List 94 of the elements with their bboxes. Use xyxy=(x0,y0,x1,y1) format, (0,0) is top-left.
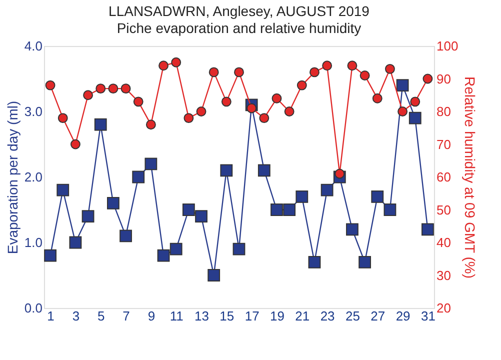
point xyxy=(132,170,145,184)
point xyxy=(272,93,282,104)
x-tick-label: 31 xyxy=(420,308,436,324)
point xyxy=(422,74,433,84)
point xyxy=(270,204,283,216)
point xyxy=(184,113,194,124)
point xyxy=(196,106,206,116)
point xyxy=(120,84,131,94)
point xyxy=(58,113,68,124)
y2-tick-label: 70 xyxy=(436,136,451,152)
point xyxy=(171,57,182,68)
y2-tick-label: 90 xyxy=(436,71,451,86)
point xyxy=(396,79,409,92)
y2-axis-title: Relative humidity at 09 GMT (%) xyxy=(462,76,478,279)
point xyxy=(158,60,168,71)
point xyxy=(246,103,257,114)
point xyxy=(372,93,382,104)
point xyxy=(146,120,156,130)
chart-subtitle: Piche evaporation and relative humidity xyxy=(116,20,362,36)
x-tick-label: 9 xyxy=(148,308,156,324)
y2-tick-label: 40 xyxy=(436,235,451,250)
point xyxy=(120,230,132,242)
y2-tick-label: 80 xyxy=(436,104,451,119)
y2-tick-label: 20 xyxy=(436,300,451,316)
chart-title: LLANSADWRN, Anglesey, AUGUST 2019 xyxy=(108,3,370,19)
point xyxy=(358,256,372,268)
x-tick-label: 17 xyxy=(244,308,260,324)
point xyxy=(360,70,370,80)
y2-tick-label: 60 xyxy=(436,170,451,184)
point xyxy=(232,242,246,256)
point xyxy=(296,80,307,90)
point xyxy=(208,67,219,78)
point xyxy=(283,204,296,216)
point xyxy=(44,249,56,262)
point xyxy=(96,84,106,94)
point xyxy=(56,184,70,196)
y-tick-label: 3.0 xyxy=(24,104,42,119)
x-tick-label: 13 xyxy=(194,308,209,324)
point xyxy=(258,164,270,177)
y-tick-label: 1.0 xyxy=(24,235,42,250)
point xyxy=(69,236,82,249)
y-tick-label: 2.0 xyxy=(24,170,42,184)
y2-tick-label: 30 xyxy=(436,268,451,283)
point xyxy=(45,80,56,90)
point xyxy=(422,223,434,236)
point xyxy=(384,64,395,74)
point xyxy=(234,67,244,78)
x-tick-label: 5 xyxy=(97,308,105,324)
point xyxy=(371,190,384,203)
point xyxy=(208,269,220,282)
point xyxy=(83,90,94,100)
x-tick-label: 15 xyxy=(220,308,234,324)
point xyxy=(157,249,170,262)
point xyxy=(182,204,195,216)
point xyxy=(220,164,233,177)
point xyxy=(398,106,408,116)
x-tick-label: 25 xyxy=(345,308,360,324)
point xyxy=(108,84,118,94)
point xyxy=(410,96,420,107)
y2-tick-label: 50 xyxy=(436,202,451,218)
point xyxy=(296,190,308,203)
x-tick-label: 21 xyxy=(295,308,310,324)
point xyxy=(320,184,334,196)
point xyxy=(221,96,232,107)
point xyxy=(384,204,396,216)
y-tick-label: 0.0 xyxy=(24,300,42,316)
x-tick-label: 3 xyxy=(72,308,80,324)
point xyxy=(106,197,120,210)
point xyxy=(334,168,345,179)
x-tick-label: 29 xyxy=(396,308,410,324)
point xyxy=(82,210,94,222)
point xyxy=(347,60,358,71)
point xyxy=(94,118,107,131)
point xyxy=(259,113,270,124)
x-tick-label: 27 xyxy=(370,308,386,324)
x-tick-label: 19 xyxy=(270,308,284,324)
point xyxy=(70,139,80,150)
point xyxy=(133,96,144,107)
y-tick-label: 4.0 xyxy=(24,38,42,54)
x-tick-label: 7 xyxy=(122,308,130,324)
point xyxy=(144,158,158,170)
point xyxy=(308,256,321,268)
x-tick-label: 11 xyxy=(170,308,184,324)
point xyxy=(310,67,320,78)
point xyxy=(284,106,294,116)
point xyxy=(408,112,422,124)
x-tick-label: 23 xyxy=(320,308,335,324)
point xyxy=(346,223,358,236)
point xyxy=(322,60,332,71)
point xyxy=(170,242,182,256)
point xyxy=(195,210,208,222)
y2-tick-label: 100 xyxy=(436,38,458,54)
y-axis-title: Evaporation per day (ml) xyxy=(4,100,20,254)
x-tick-label: 1 xyxy=(47,308,54,324)
